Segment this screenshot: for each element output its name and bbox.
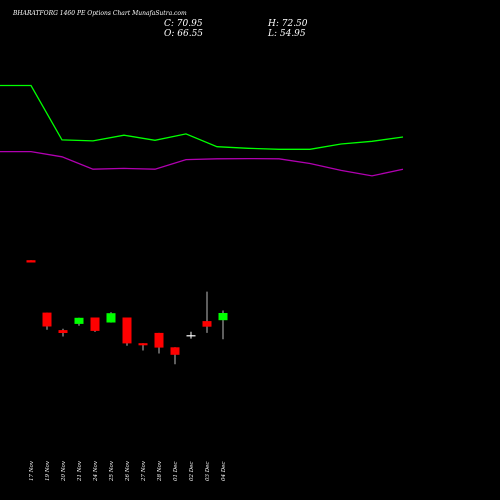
candle-body bbox=[90, 317, 100, 331]
candle-body bbox=[58, 330, 68, 333]
close-value: C: 70.95 bbox=[164, 19, 203, 29]
x-tick-label: 19 Nov bbox=[45, 460, 51, 481]
x-tick-label: 26 Nov bbox=[125, 460, 131, 482]
candle-body bbox=[42, 312, 52, 327]
x-tick-label: 28 Nov bbox=[157, 460, 163, 482]
x-tick-label: 02 Dec bbox=[189, 462, 195, 482]
x-tick-label: 04 Dec bbox=[221, 462, 227, 482]
candle-body bbox=[170, 347, 180, 355]
x-tick-label: 21 Nov bbox=[77, 460, 83, 482]
candle-body bbox=[138, 343, 148, 346]
x-tick-label: 01 Dec bbox=[173, 462, 179, 482]
high-value: H: 72.50 bbox=[268, 19, 308, 29]
open-value: O: 66.55 bbox=[164, 29, 204, 39]
low-value: L: 54.95 bbox=[268, 29, 306, 39]
x-tick-label: 27 Nov bbox=[141, 460, 147, 482]
candle-body bbox=[218, 313, 228, 321]
candle-body bbox=[26, 260, 36, 263]
x-tick-label: 24 Nov bbox=[93, 460, 99, 482]
candle-body bbox=[154, 332, 164, 348]
lower-band-line bbox=[0, 150, 404, 177]
x-tick-label: 25 Nov bbox=[109, 460, 115, 482]
candle-body bbox=[122, 317, 132, 344]
x-tick-label: 03 Dec bbox=[205, 462, 211, 482]
x-tick-label: 20 Nov bbox=[61, 460, 67, 482]
candle-body bbox=[202, 321, 212, 327]
candle-body bbox=[186, 335, 196, 337]
chart-title: BHARATFORG 1460 PE Options Chart MunafaS… bbox=[13, 10, 187, 17]
candle-body bbox=[106, 313, 116, 323]
candle-body bbox=[74, 317, 84, 324]
upper-band-line bbox=[0, 84, 404, 150]
x-tick-label: 17 Nov bbox=[29, 460, 35, 481]
